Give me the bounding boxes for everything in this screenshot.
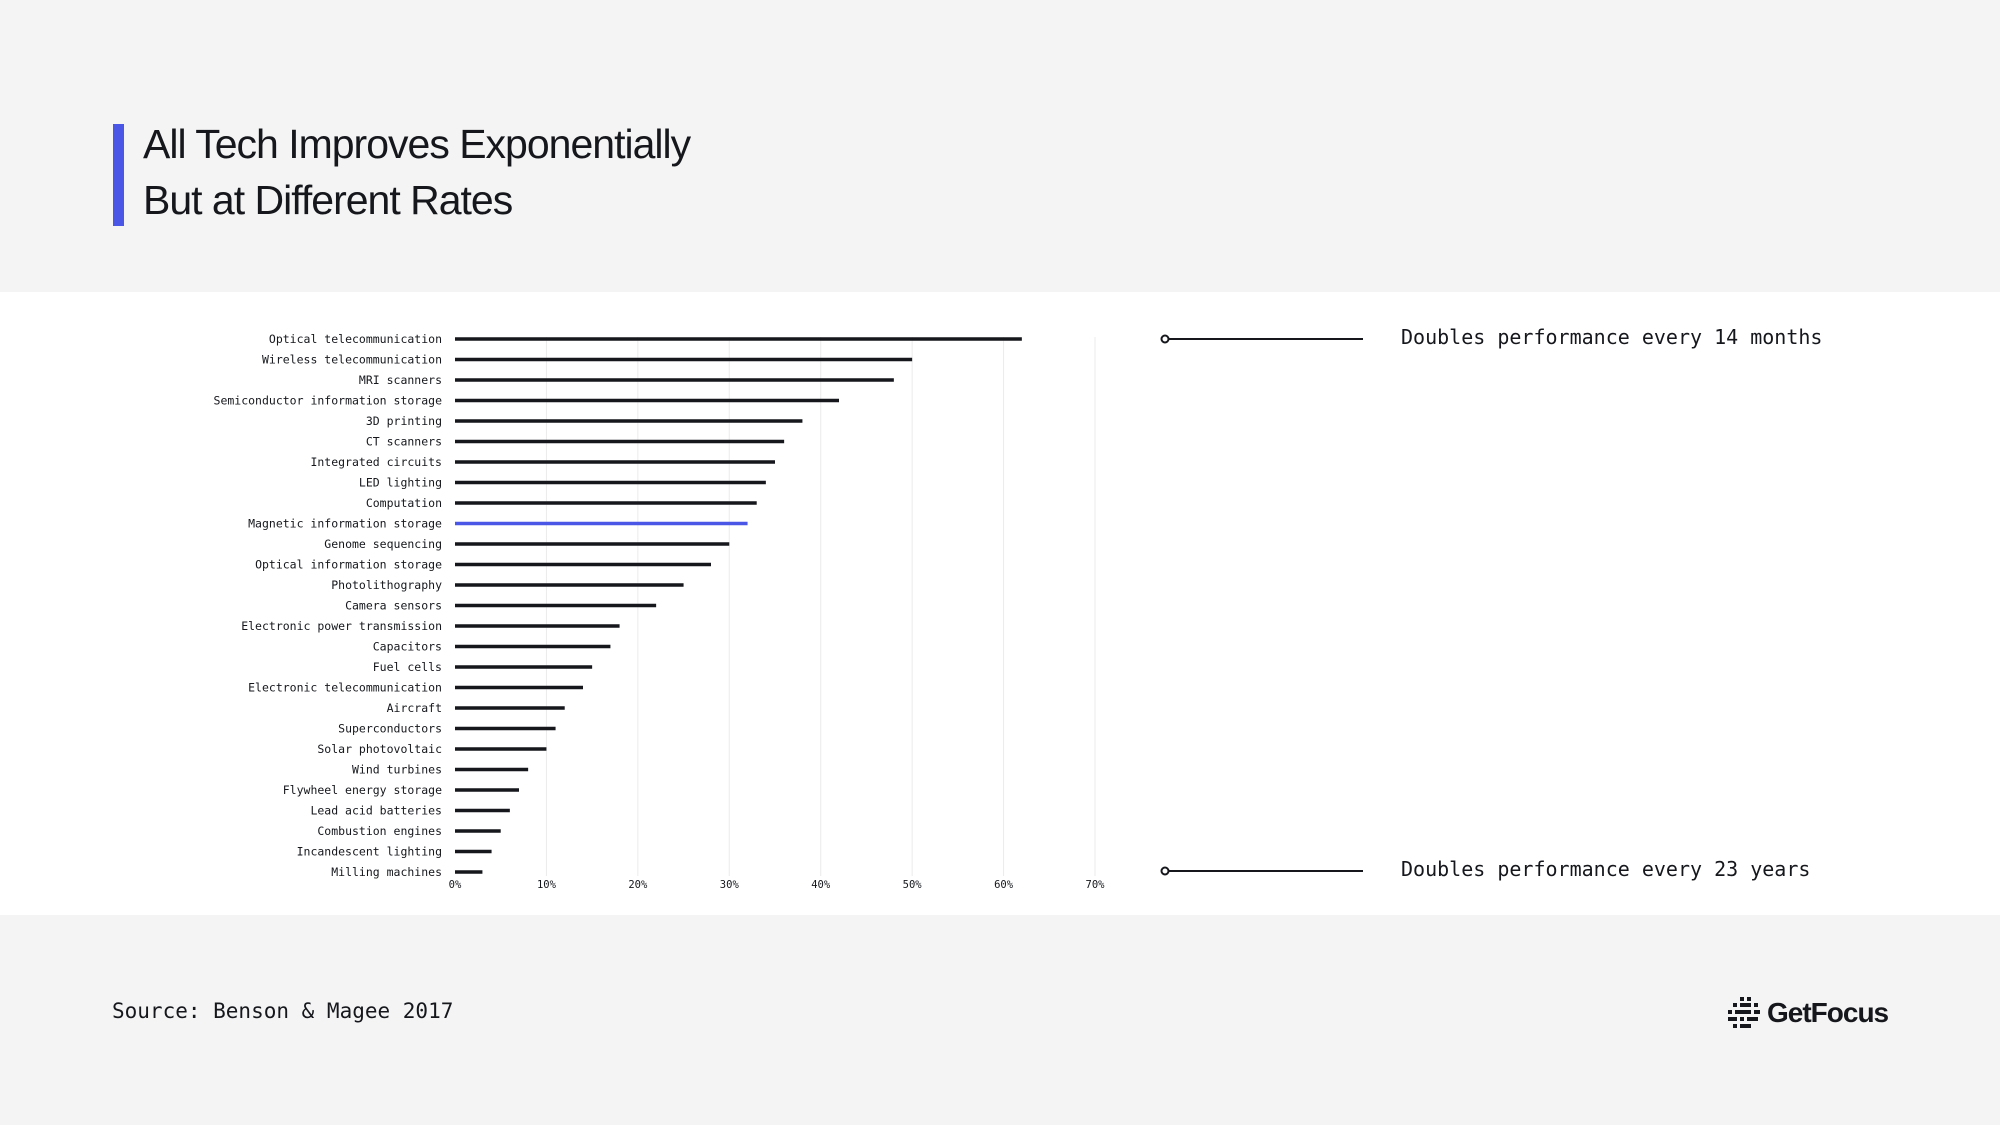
category-label: Flywheel energy storage — [283, 783, 442, 797]
category-label: Electronic telecommunication — [248, 681, 442, 695]
title-line-1: All Tech Improves Exponentially — [143, 121, 691, 167]
annotation-bottom-marker-icon — [1160, 866, 1170, 876]
x-tick-label: 50% — [903, 879, 923, 891]
x-tick-label: 70% — [1086, 879, 1106, 891]
category-label: Combustion engines — [317, 824, 442, 838]
category-label: Electronic power transmission — [241, 619, 442, 633]
category-label: Fuel cells — [373, 660, 442, 674]
category-label: Solar photovoltaic — [317, 742, 442, 756]
source-note: Source: Benson & Magee 2017 — [112, 999, 454, 1023]
category-label: Optical information storage — [255, 558, 442, 572]
x-tick-label: 30% — [720, 879, 740, 891]
category-label: Integrated circuits — [310, 455, 442, 469]
logo-wordmark: GetFocus — [1767, 997, 1889, 1028]
category-label: Capacitors — [373, 640, 442, 654]
page-title: All Tech Improves Exponentially But at D… — [143, 116, 691, 228]
category-label: Photolithography — [331, 578, 442, 592]
category-label: Optical telecommunication — [269, 332, 442, 346]
x-tick-label: 0% — [449, 879, 462, 891]
category-label: Genome sequencing — [324, 537, 442, 551]
category-label: Lead acid batteries — [310, 804, 442, 818]
category-label: Semiconductor information storage — [214, 394, 443, 408]
annotation-slow-rate: Doubles performance every 23 years — [1401, 857, 1811, 881]
category-label: CT scanners — [366, 435, 442, 449]
annotation-top-marker-icon — [1160, 334, 1170, 344]
category-label: LED lighting — [359, 476, 442, 490]
category-label: Computation — [366, 496, 442, 510]
category-label: 3D printing — [366, 414, 442, 428]
category-label: Aircraft — [387, 701, 442, 715]
getfocus-logo-icon — [1728, 997, 1760, 1028]
x-tick-label: 40% — [811, 879, 831, 891]
growth-rate-bar-chart: Optical telecommunication Wireless teleco… — [214, 332, 1363, 891]
category-label: MRI scanners — [359, 373, 442, 387]
category-label: Magnetic information storage — [248, 517, 442, 531]
x-tick-label: 60% — [994, 879, 1014, 891]
x-tick-label: 10% — [537, 879, 557, 891]
category-label: Superconductors — [338, 722, 442, 736]
chart-panel: Optical telecommunication Wireless teleco… — [0, 292, 2000, 915]
category-label: Wind turbines — [352, 763, 442, 777]
title-line-2: But at Different Rates — [143, 177, 513, 223]
category-label: Wireless telecommunication — [262, 353, 442, 367]
x-tick-label: 20% — [628, 879, 648, 891]
category-label: Incandescent lighting — [297, 845, 442, 859]
category-label: Camera sensors — [345, 599, 442, 613]
title-accent-bar — [113, 124, 124, 226]
category-label: Milling machines — [331, 865, 442, 879]
getfocus-logo: GetFocus — [1727, 993, 1889, 1033]
annotation-fast-rate: Doubles performance every 14 months — [1401, 325, 1823, 349]
